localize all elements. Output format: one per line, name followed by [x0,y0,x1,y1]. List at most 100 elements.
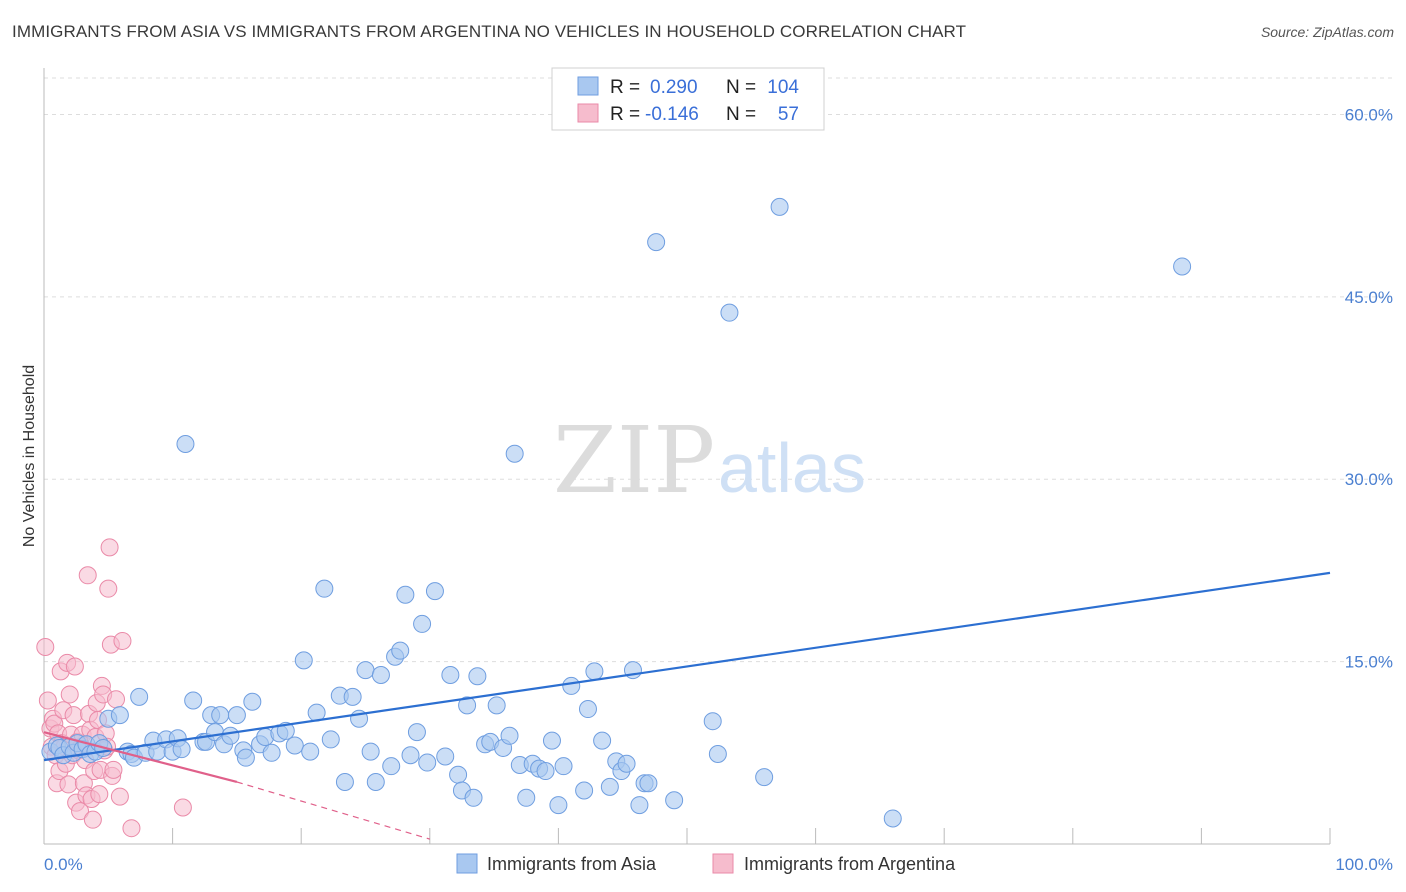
asia-point [639,774,658,793]
asia-point [285,736,304,755]
argentina-point [65,657,84,676]
asia-point [366,772,385,791]
asia-point [335,772,354,791]
asia-point [276,721,295,740]
argentina-point [113,631,132,650]
argentina-point [71,802,90,821]
bottom-legend: Immigrants from Asia Immigrants from Arg… [456,853,956,874]
asia-point [418,753,437,772]
asia-point [407,723,426,742]
asia-point [243,692,262,711]
asia-point [464,788,483,807]
asia-point [315,579,334,598]
asia-point [487,696,506,715]
asia-point [630,796,649,815]
asia-point [600,777,619,796]
asia-point [500,726,519,745]
legend-r-label-argentina: R = [610,104,640,125]
asia-point [401,746,420,765]
asia-point [184,691,203,710]
legend-n-label-asia: N = [726,77,756,98]
asia-point [755,768,774,787]
argentina-points [36,538,192,838]
argentina-point [110,787,129,806]
asia-point [505,444,524,463]
bottom-legend-label-argentina: Immigrants from Argentina [744,854,956,874]
asia-point [301,742,320,761]
legend-swatch-asia [577,76,599,96]
asia-point [593,731,612,750]
asia-point [176,434,195,453]
asia-point [396,585,415,604]
asia-point [708,745,727,764]
argentina-point [36,638,55,657]
argentina-point [173,798,192,817]
legend-swatch-argentina [577,103,599,123]
y-tick-labels: 15.0% 30.0% 45.0% 60.0% [1345,105,1393,671]
asia-point [517,788,536,807]
y-axis-label: No Vehicles in Household [21,365,38,547]
argentina-point [64,706,83,725]
asia-point [221,726,240,745]
asia-point [356,661,375,680]
y-tick-label: 30.0% [1345,470,1393,489]
asia-point [468,667,487,686]
asia-point [236,748,255,767]
asia-point [883,809,902,828]
asia-point [361,742,380,761]
legend-n-value-asia: 104 [767,77,799,98]
legend: R = 0.290 N = 104 R = -0.146 N = 57 [551,67,825,131]
watermark: ZIP atlas [553,407,866,514]
chart-title: IMMIGRANTS FROM ASIA VS IMMIGRANTS FROM … [12,22,967,41]
legend-n-label-argentina: N = [726,104,756,125]
y-tick-label: 15.0% [1345,653,1393,672]
asia-point [343,687,362,706]
asia-point [227,706,246,725]
argentina-point [122,819,141,838]
asia-point [449,765,468,784]
asia-point [554,757,573,776]
legend-r-value-argentina: -0.146 [645,104,699,125]
argentina-point [60,685,79,704]
x-tick-label-min: 0.0% [44,855,83,874]
trend-lines [43,571,1331,840]
argentina-point [83,810,102,829]
legend-r-value-asia: 0.290 [650,77,698,98]
asia-point [575,781,594,800]
asia-point [770,197,789,216]
asia-point [617,754,636,773]
x-tick-marks [172,828,1331,844]
asia-point [321,730,340,749]
asia-point [542,731,561,750]
asia-point [413,614,432,633]
asia-point [562,676,581,695]
grid-layer [44,77,1393,663]
argentina-point [107,690,126,709]
asia-point [294,651,313,670]
asia-point [172,740,191,759]
asia-trend-line [43,571,1331,762]
bottom-legend-label-asia: Immigrants from Asia [487,854,657,874]
watermark-zip: ZIP [553,407,715,514]
asia-point [211,706,230,725]
legend-r-label-asia: R = [610,77,640,98]
asia-point [1173,257,1192,276]
asia-point [262,743,281,762]
asia-point [703,712,722,731]
source-label: Source: ZipAtlas.com [1260,24,1394,40]
asia-point [110,706,129,725]
asia-point [441,665,460,684]
asia-point [665,791,684,810]
argentina-point [99,579,118,598]
asia-point [536,762,555,781]
watermark-atlas: atlas [718,429,866,507]
y-tick-label: 45.0% [1345,288,1393,307]
asia-point [458,696,477,715]
asia-point [391,641,410,660]
asia-point [436,747,455,766]
asia-point [549,796,568,815]
asia-points [41,197,1192,828]
argentina-point [104,760,123,779]
argentina-point [38,691,57,710]
